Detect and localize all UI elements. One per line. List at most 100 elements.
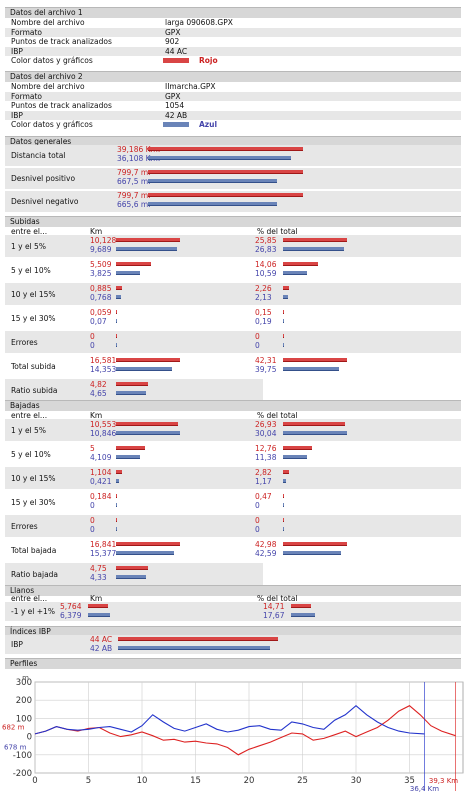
pct-red: 42,31 [255,356,277,365]
range-header: entre el... [11,594,48,603]
km-bar-red [116,334,117,338]
x-tick-label: 15 [190,776,201,786]
pct-bar-red [283,286,289,290]
value-red: 799,7 m. [117,168,151,177]
pct-red: 2,26 [255,284,272,293]
km-red: 16,581 [90,356,117,365]
km-bar-red [116,422,179,426]
range-label: 10 y el 15% [11,290,56,299]
field-value: 902 [165,37,180,46]
bajadas-row: Errores 0 0 0 0 [5,515,461,537]
km-bar-red [116,446,146,450]
color-swatch [163,122,189,127]
value-blue: 36,108 Km. [117,154,161,163]
bajadas-row: Total bajada 16,841 15,377 42,98 42,59 [5,539,461,561]
pct-blue: 0 [255,501,260,510]
pct-bar-red [283,446,313,450]
subidas-row: 15 y el 30% 0,059 0,07 0,15 0,19 [5,307,461,329]
km-red: 5,764 [60,602,82,611]
general-title: Datos generales [5,136,461,147]
metric-label: Desnivel negativo [11,197,79,206]
x-tick-label: 5 [86,776,91,786]
y-tick-label: -100 [13,751,32,761]
field-label: Puntos de track analizados [11,101,112,110]
pct-blue: 11,38 [255,453,277,462]
km-bar-blue [116,295,121,299]
perfiles-title: Perfiles [5,658,461,669]
start-label-red: 682 m [2,723,25,731]
pct-blue: 10,59 [255,269,277,278]
km-blue: 0 [90,341,95,350]
x-tick-label: 35 [404,776,415,786]
ibp-red: 44 AC [90,635,113,644]
range-label: -1 y el +1% [11,607,55,616]
km-bar-blue [116,319,117,323]
ratio-red: 4,82 [90,380,107,389]
bar-red [148,193,303,197]
km-blue: 0 [90,501,95,510]
field-value: Rojo [199,56,218,65]
range-label: 5 y el 10% [11,450,51,459]
ibp-title: Índices IBP [5,626,461,637]
metric-label: Desnivel positivo [11,174,76,183]
pct-bar-red [283,262,318,266]
ratio-bar-blue [116,391,146,395]
pct-bar-blue [283,247,345,251]
bar-blue [148,202,277,206]
color-swatch [163,58,189,63]
y-tick-label: 0 [27,733,32,743]
km-bar-blue [88,613,110,617]
km-red: 10,128 [90,236,117,245]
km-bar-blue [116,367,172,371]
pct-bar-blue [283,551,342,555]
pct-red: 42,98 [255,540,277,549]
km-header: Km [90,594,103,603]
km-blue: 0,768 [90,293,112,302]
pct-bar-blue [283,431,347,435]
bajadas-row: 10 y el 15% 1,104 0,421 2,82 1,17 [5,467,461,489]
pct-red: 2,82 [255,468,272,477]
bar-blue [148,156,291,160]
range-label: 15 y el 30% [11,314,56,323]
general-row: Desnivel positivo 799,7 m. 667,5 m. [5,168,461,189]
range-label: 15 y el 30% [11,498,56,507]
ibp-row: IBP 44 AC 42 AB [5,635,461,654]
subidas-row: 1 y el 5% 10,128 9,689 25,85 26,83 [5,235,461,257]
pct-red: 25,85 [255,236,277,245]
pct-bar-red [283,518,284,522]
file2-title: Datos del archivo 2 [5,71,461,82]
subidas-row: 10 y el 15% 0,885 0,768 2,26 2,13 [5,283,461,305]
km-blue: 10,846 [90,429,117,438]
series-line [34,705,456,756]
km-bar-blue [116,551,175,555]
file2-row: Formato GPX [5,91,461,101]
km-red: 0 [90,516,95,525]
ratio-bar-red [116,382,148,386]
pct-blue: 0 [255,341,260,350]
km-header: Km [90,227,103,236]
subidas-row: Total subida 16,581 14,353 42,31 39,75 [5,355,461,377]
pct-bar-blue [291,613,315,617]
subidas-title: Subidas [5,216,461,227]
km-bar-red [116,310,117,314]
pct-bar-red [283,494,285,498]
km-red: 10,553 [90,420,117,429]
range-label: Errores [11,522,38,531]
range-label: 1 y el 5% [11,426,46,435]
subidas-row: Errores 0 0 0 0 [5,331,461,353]
ibp-bar-red [118,637,278,641]
ibp-bar-blue [118,646,270,650]
pct-bar-blue [283,455,308,459]
km-bar-blue [116,479,119,483]
ratio-red: 4,75 [90,564,107,573]
pct-red: 12,76 [255,444,277,453]
field-value: GPX [165,91,181,101]
pct-bar-red [283,334,284,338]
llanos-title: Llanos [5,585,461,596]
km-bar-blue [116,247,178,251]
pct-bar-blue [283,367,339,371]
km-blue: 0,421 [90,477,112,486]
km-blue: 15,377 [90,549,117,558]
km-blue: 0 [90,525,95,534]
file2-row: Color datos y gráficos Azul [5,120,461,130]
